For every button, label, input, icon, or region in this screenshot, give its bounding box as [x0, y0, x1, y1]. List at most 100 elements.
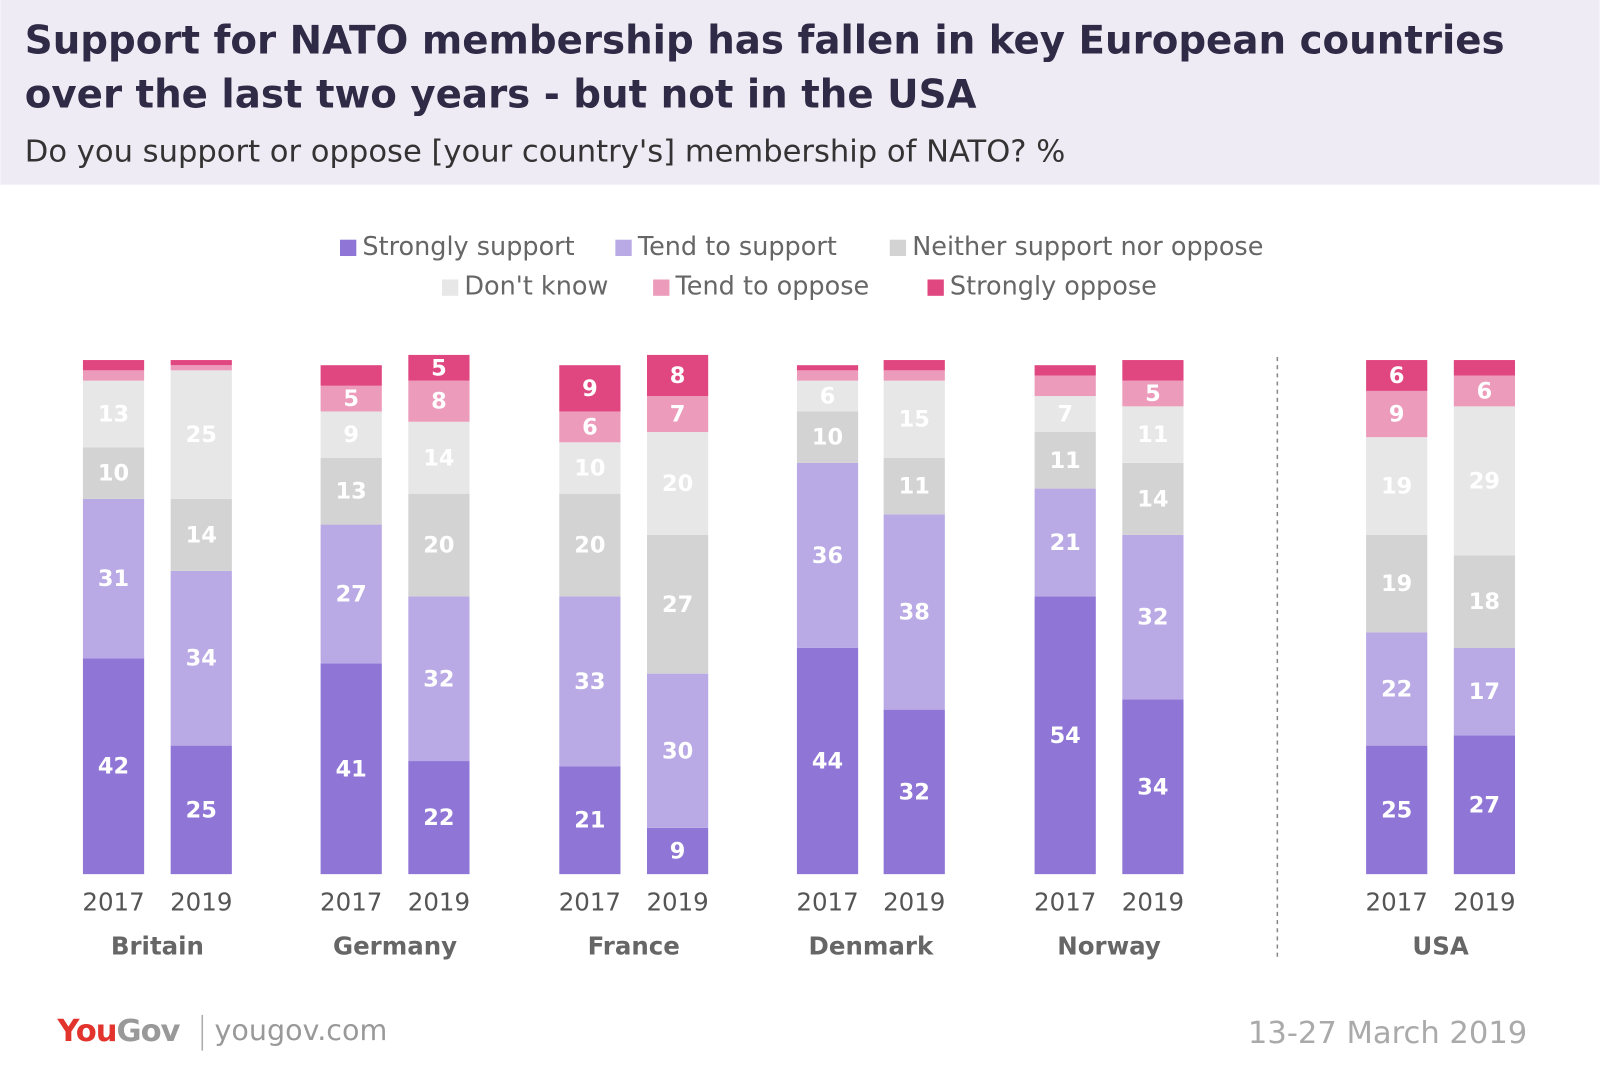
bar-segment: [1122, 406, 1184, 463]
value-label: 33: [574, 669, 605, 695]
bar-segment: [408, 596, 470, 762]
bar-segment: [1366, 437, 1428, 535]
website: yougov.com: [215, 1013, 388, 1047]
legend-swatch: [889, 239, 907, 257]
value-label: 54: [1050, 723, 1081, 749]
group-label: France: [588, 932, 680, 961]
bar-segment: [1122, 380, 1184, 407]
bar-segment: [559, 411, 621, 443]
bar-segment: [1122, 360, 1184, 381]
bar-segment: [559, 596, 621, 767]
value-label: 6: [1477, 378, 1493, 404]
value-label: 21: [1050, 530, 1081, 556]
group-label: Norway: [1057, 932, 1161, 961]
logo: YouGov: [56, 1014, 180, 1049]
bar-segment: [82, 447, 145, 499]
value-label: 34: [1137, 774, 1168, 800]
value-label: 11: [1050, 448, 1081, 474]
value-label: 32: [1137, 605, 1168, 631]
value-label: 18: [1469, 589, 1500, 615]
x-tick-label: 2019: [170, 888, 232, 917]
legend-label: Neither support nor oppose: [912, 232, 1263, 262]
x-tick-label: 2017: [559, 888, 621, 917]
bar-segment: [82, 380, 145, 448]
value-label: 34: [186, 646, 217, 672]
value-label: 9: [670, 839, 686, 865]
bar-segment: [408, 761, 470, 875]
bar-segment: [1034, 396, 1096, 433]
x-tick-label: 2017: [1366, 888, 1428, 917]
x-tick-label: 2017: [82, 888, 144, 917]
bar-segment: [796, 370, 859, 381]
value-label: 27: [662, 592, 693, 618]
bar-segment: [82, 360, 145, 371]
value-label: 21: [574, 808, 605, 834]
legend-label: Don't know: [464, 272, 608, 302]
bar-segment: [408, 421, 470, 494]
bar-segment: [647, 534, 709, 674]
chart-title: Support for NATO membership has fallen i…: [25, 18, 1505, 63]
value-label: 41: [336, 756, 367, 782]
value-label: 14: [186, 522, 217, 548]
value-label: 6: [1389, 363, 1405, 389]
value-label: 5: [343, 386, 359, 412]
bar-segment: [1122, 462, 1184, 535]
chart-subtitle: Do you support or oppose [your country's…: [25, 135, 1066, 170]
value-label: 8: [431, 389, 447, 415]
value-label: 10: [574, 456, 605, 482]
bar-segment: [883, 360, 945, 371]
legend-label: Strongly oppose: [950, 272, 1157, 302]
bar-segment: [883, 370, 945, 381]
bar-segment: [82, 498, 145, 659]
bar-segment: [320, 457, 382, 525]
value-label: 44: [812, 749, 843, 775]
legend-swatch: [653, 279, 670, 296]
value-label: 10: [812, 425, 843, 451]
logo-part: You: [56, 1014, 116, 1049]
value-label: 14: [423, 445, 454, 471]
value-label: 36: [812, 543, 843, 569]
bar-segment: [796, 462, 859, 648]
x-tick-label: 2019: [1453, 888, 1515, 917]
x-tick-label: 2019: [408, 888, 470, 917]
value-label: 9: [1389, 402, 1405, 428]
bar-segment: [170, 360, 232, 366]
bar-segment: [170, 745, 232, 875]
bar-segment: [1122, 534, 1184, 700]
value-label: 9: [343, 422, 359, 448]
legend-label: Tend to oppose: [675, 272, 870, 302]
value-label: 7: [670, 402, 686, 428]
legend-swatch: [927, 279, 944, 296]
bar-segment: [408, 493, 470, 597]
bar-segment: [170, 370, 232, 499]
value-label: 20: [662, 471, 693, 497]
bar-segment: [647, 673, 709, 828]
value-label: 38: [899, 599, 930, 625]
bar-segment: [408, 380, 470, 422]
bar-segment: [1034, 488, 1096, 597]
x-tick-label: 2017: [796, 888, 858, 917]
bar-segment: [320, 365, 382, 386]
x-tick-label: 2017: [320, 888, 382, 917]
bar-segment: [647, 354, 709, 397]
x-tick-label: 2019: [1122, 888, 1184, 917]
bar-segment: [796, 365, 859, 371]
bar-segment: [1453, 555, 1516, 648]
x-tick-label: 2019: [883, 888, 945, 917]
bar-segment: [1453, 360, 1516, 376]
value-label: 20: [574, 533, 605, 559]
bar-segment: [408, 354, 470, 381]
bar-segment: [320, 524, 382, 664]
group-label: Denmark: [809, 932, 934, 961]
bar-segment: [1034, 375, 1096, 397]
value-label: 20: [423, 533, 454, 559]
legend-label: Tend to support: [637, 232, 837, 262]
bar-segment: [1453, 406, 1516, 556]
group-label: USA: [1412, 932, 1468, 961]
value-label: 22: [1381, 677, 1412, 703]
value-label: 14: [1137, 486, 1168, 512]
bar-segment: [647, 827, 709, 875]
bar-segment: [559, 766, 621, 875]
value-label: 42: [98, 754, 129, 780]
